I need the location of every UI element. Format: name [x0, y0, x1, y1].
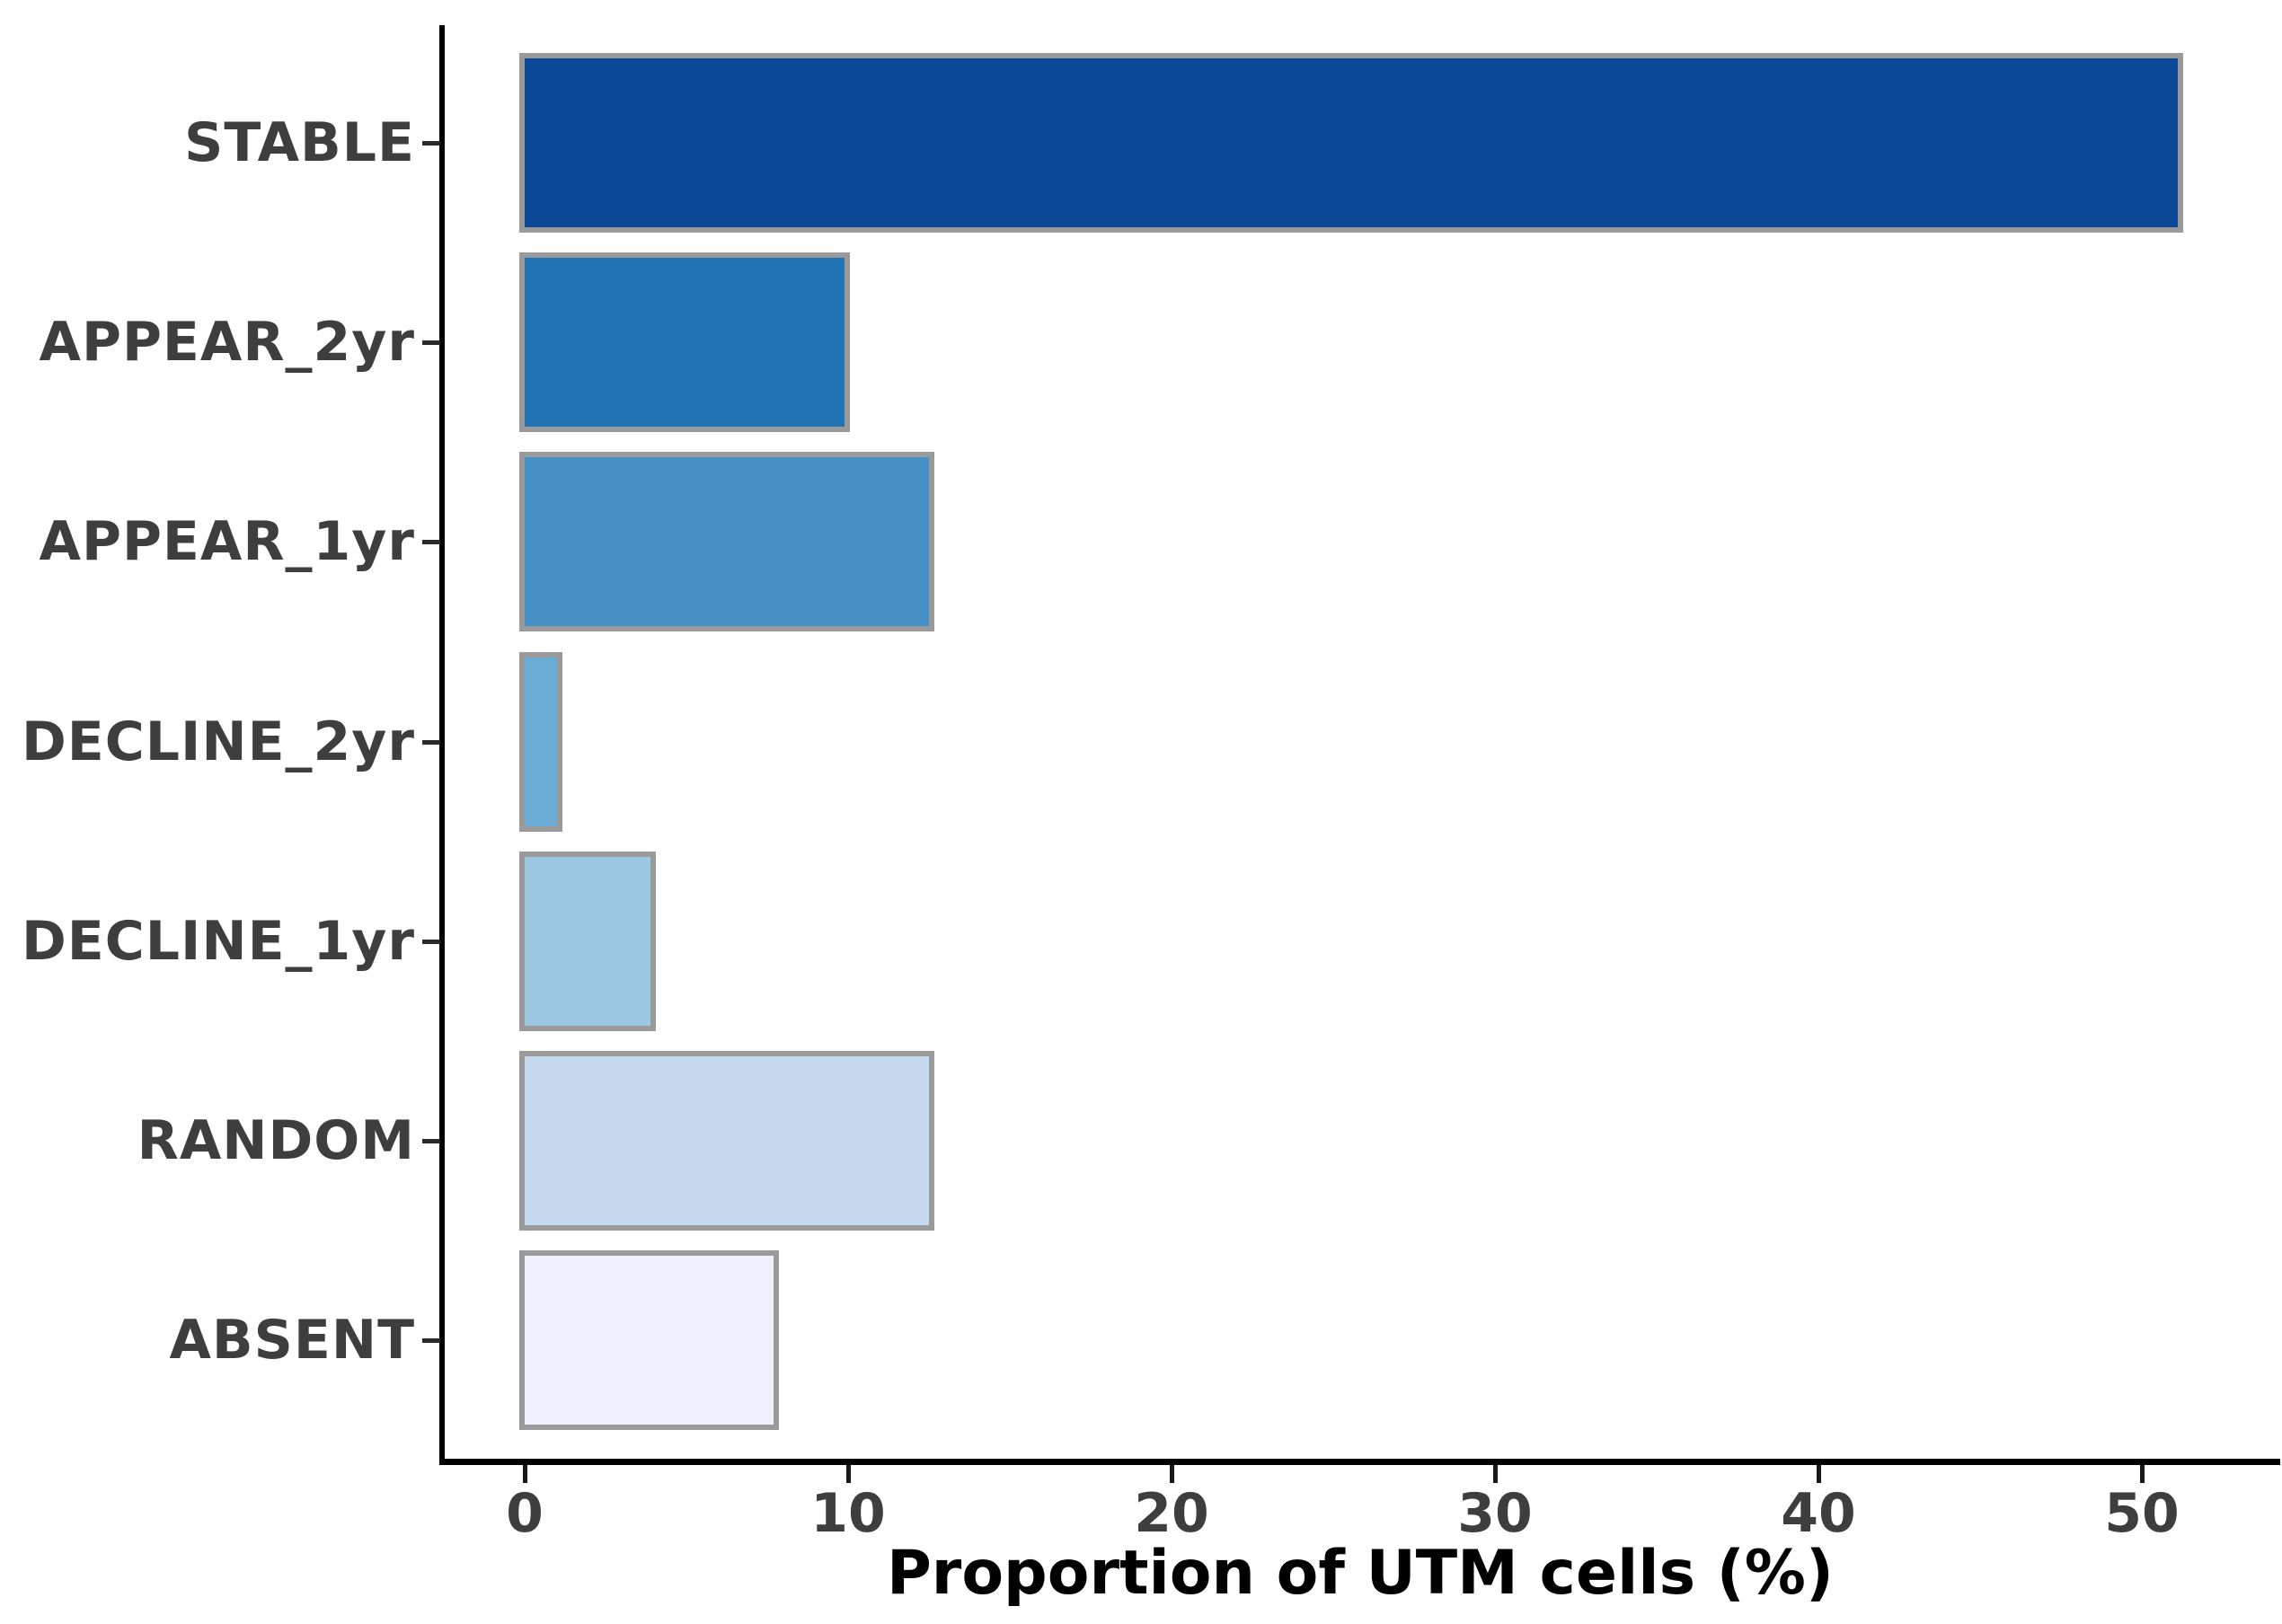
- bar-stable: [519, 53, 2183, 233]
- x-axis-tick-label-20: 20: [1134, 1482, 1209, 1545]
- bar-appear_1yr: [519, 452, 934, 631]
- bar-appear_2yr: [519, 252, 850, 432]
- y-axis-tick: [422, 540, 440, 544]
- x-axis-tick: [2140, 1465, 2145, 1483]
- y-axis-label-appear_2yr: APPEAR_2yr: [39, 311, 415, 374]
- y-axis-line: [439, 25, 445, 1465]
- x-axis-title: Proportion of UTM cells (%): [886, 1538, 1835, 1609]
- y-axis-label-appear_1yr: APPEAR_1yr: [39, 510, 415, 573]
- y-axis-label-stable: STABLE: [184, 111, 415, 174]
- x-axis-tick-label-30: 30: [1457, 1482, 1533, 1545]
- bar-decline_2yr: [519, 652, 562, 832]
- y-axis-tick: [422, 940, 440, 944]
- y-axis-label-absent: ABSENT: [169, 1309, 415, 1372]
- bar-decline_1yr: [519, 852, 656, 1031]
- x-axis-tick: [1493, 1465, 1498, 1483]
- x-axis-tick: [523, 1465, 527, 1483]
- x-axis-tick-label-50: 50: [2104, 1482, 2180, 1545]
- x-axis-tick-label-40: 40: [1781, 1482, 1856, 1545]
- y-axis-tick: [422, 141, 440, 146]
- y-axis-tick: [422, 340, 440, 345]
- y-axis-tick: [422, 1338, 440, 1343]
- y-axis-tick: [422, 740, 440, 745]
- x-axis-tick-label-10: 10: [810, 1482, 886, 1545]
- x-axis-line: [439, 1459, 2280, 1465]
- y-axis-tick: [422, 1139, 440, 1143]
- x-axis-tick-label-0: 0: [506, 1482, 544, 1545]
- bar-absent: [519, 1250, 779, 1430]
- x-axis-tick: [1170, 1465, 1174, 1483]
- x-axis-tick: [1817, 1465, 1821, 1483]
- bar-random: [519, 1051, 934, 1231]
- y-axis-label-decline_2yr: DECLINE_2yr: [21, 710, 415, 773]
- x-axis-tick: [846, 1465, 851, 1483]
- y-axis-label-decline_1yr: DECLINE_1yr: [21, 910, 415, 973]
- y-axis-label-random: RANDOM: [137, 1109, 415, 1172]
